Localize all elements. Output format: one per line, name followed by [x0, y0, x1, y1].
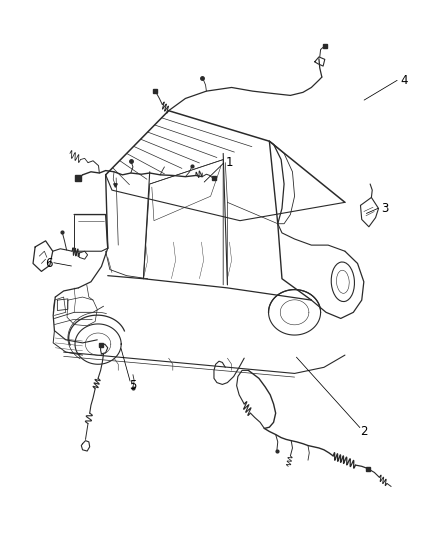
Text: 3: 3: [381, 202, 389, 215]
Text: 6: 6: [45, 257, 53, 270]
Text: 4: 4: [400, 74, 407, 87]
Text: 2: 2: [360, 425, 367, 438]
Text: 5: 5: [129, 379, 137, 392]
Text: 1: 1: [226, 156, 233, 169]
